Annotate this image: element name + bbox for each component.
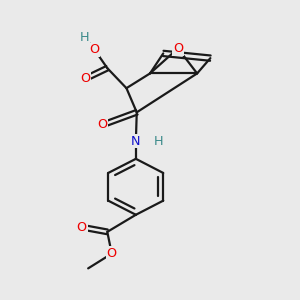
Text: O: O xyxy=(80,72,90,85)
Text: O: O xyxy=(76,220,87,234)
Text: O: O xyxy=(97,118,107,131)
Text: H: H xyxy=(80,31,89,44)
Text: O: O xyxy=(173,42,183,55)
Text: O: O xyxy=(90,44,100,56)
Text: N: N xyxy=(131,135,141,148)
Text: O: O xyxy=(107,247,117,260)
Text: H: H xyxy=(154,135,164,148)
